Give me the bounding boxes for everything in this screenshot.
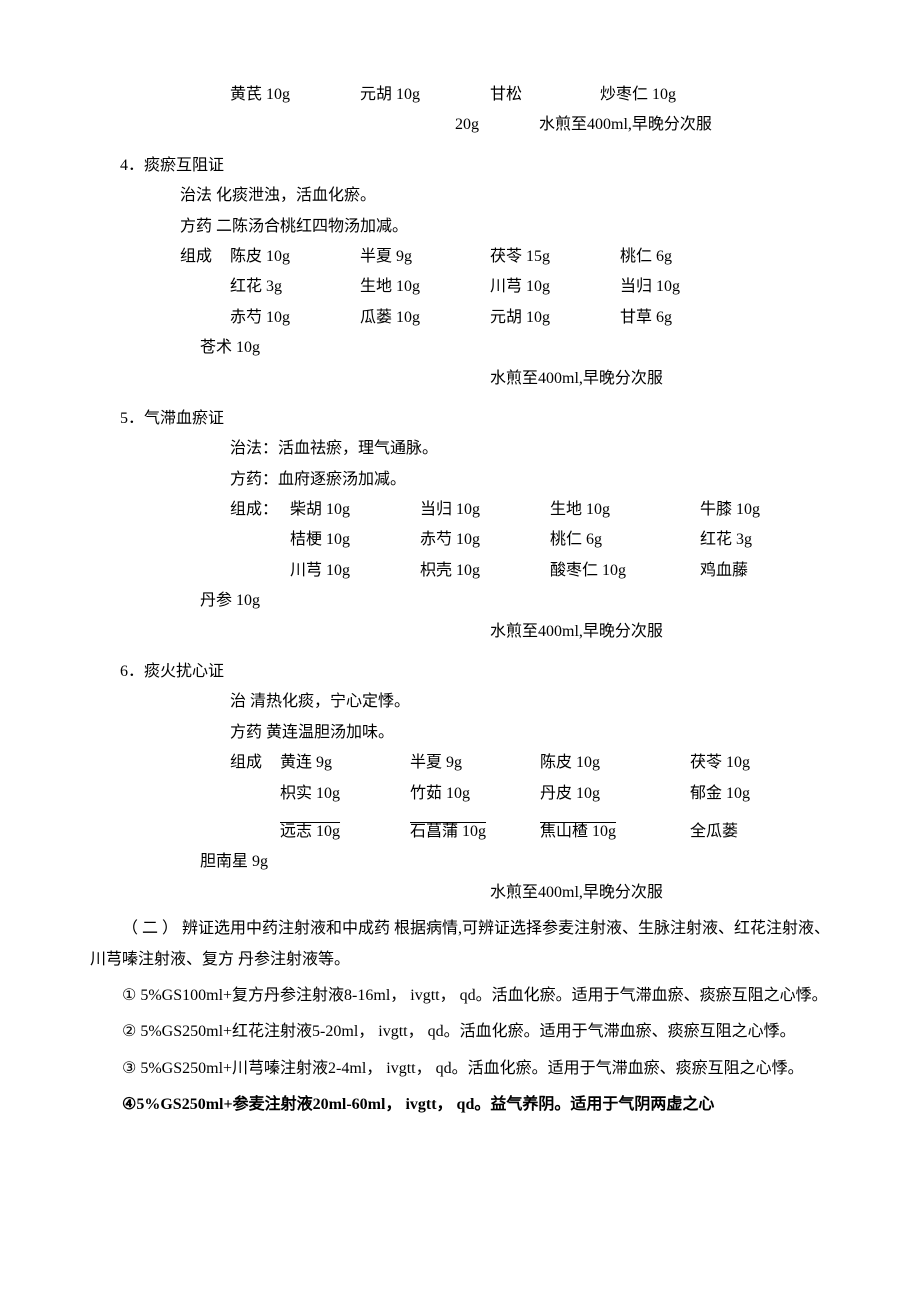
herb-cell: 元胡 10g: [360, 80, 490, 110]
herb-cell: 竹茹 10g: [410, 779, 540, 809]
treatment-method: 治法 化痰泄浊，活血化瘀。: [180, 181, 830, 211]
herb-row: 赤芍 10g 瓜蒌 10g 元胡 10g 甘草 6g: [230, 303, 750, 333]
herb-row: 远志 10g 石菖蒲 10g 焦山楂 10g 全瓜蒌: [280, 817, 820, 847]
paragraph: ④5%GS250ml+参麦注射液20ml-60ml， ivgtt， qd。益气养…: [90, 1090, 830, 1120]
herb-cell: 川芎 10g: [490, 272, 620, 302]
herb-cell: 石菖蒲 10g: [410, 817, 540, 847]
composition-label: 组成: [230, 748, 280, 847]
herb-cell: 半夏 9g: [360, 242, 490, 272]
decoction-note: 水煎至400ml,早晚分次服: [539, 110, 712, 140]
herb-cell: 桃仁 6g: [550, 525, 700, 555]
herb-cell: 当归 10g: [620, 272, 750, 302]
herb-cell: 牛膝 10g: [700, 495, 830, 525]
herb-cell: 苍术 10g: [200, 333, 830, 363]
herb-cell: 茯苓 15g: [490, 242, 620, 272]
herb-row: 陈皮 10g 半夏 9g 茯苓 15g 桃仁 6g: [230, 242, 750, 272]
herb-cell: 焦山楂 10g: [540, 817, 690, 847]
herb-cell: 枳壳 10g: [420, 556, 550, 586]
herb-cell: 丹参 10g: [200, 586, 830, 616]
prescription: 方药：血府逐瘀汤加减。: [230, 465, 830, 495]
decoction-note: 水煎至400ml,早晚分次服: [490, 617, 830, 647]
herb-cell: 炒枣仁 10g: [600, 80, 730, 110]
herb-row: 川芎 10g 枳壳 10g 酸枣仁 10g 鸡血藤: [290, 556, 830, 586]
herb-cell: 桃仁 6g: [620, 242, 750, 272]
herb-cell: 鸡血藤: [700, 556, 830, 586]
herb-cell: 甘松: [490, 80, 600, 110]
herb-cell: 当归 10g: [420, 495, 550, 525]
section-title-4: 4．痰瘀互阻证: [120, 151, 830, 181]
herb-cell: 红花 3g: [230, 272, 360, 302]
paragraph: ③ 5%GS250ml+川芎嗪注射液2-4ml， ivgtt， qd。活血化瘀。…: [90, 1054, 830, 1084]
herb-row: 黄连 9g 半夏 9g 陈皮 10g 茯苓 10g: [280, 748, 820, 778]
herb-cell: 黄连 9g: [280, 748, 410, 778]
herb-row: 桔梗 10g 赤芍 10g 桃仁 6g 红花 3g: [290, 525, 830, 555]
herb-cell: 陈皮 10g: [540, 748, 690, 778]
herb-cell: 赤芍 10g: [230, 303, 360, 333]
paragraph: （ 二 ） 辨证选用中药注射液和中成药 根据病情,可辨证选择参麦注射液、生脉注射…: [90, 914, 830, 975]
herb-cell: 瓜蒌 10g: [360, 303, 490, 333]
composition-label: 组成: [180, 242, 230, 333]
herb-cell: 生地 10g: [550, 495, 700, 525]
herb-cell: 陈皮 10g: [230, 242, 360, 272]
herb-cell: 半夏 9g: [410, 748, 540, 778]
herb-cell: 丹皮 10g: [540, 779, 690, 809]
herb-cell: 柴胡 10g: [290, 495, 420, 525]
herb-row: 黄芪 10g 元胡 10g 甘松 炒枣仁 10g: [230, 80, 830, 110]
herb-cell: 红花 3g: [700, 525, 830, 555]
paragraph: ① 5%GS100ml+复方丹参注射液8-16ml， ivgtt， qd。活血化…: [90, 981, 830, 1011]
herb-cell: 酸枣仁 10g: [550, 556, 700, 586]
herb-cell: 枳实 10g: [280, 779, 410, 809]
herb-cell: 远志 10g: [280, 817, 410, 847]
herb-cell: 全瓜蒌: [690, 817, 820, 847]
composition-label: 组成：: [230, 495, 290, 586]
section-title-6: 6．痰火扰心证: [120, 657, 830, 687]
prescription: 方药 黄连温胆汤加味。: [230, 718, 830, 748]
herb-row: 枳实 10g 竹茹 10g 丹皮 10g 郁金 10g: [280, 779, 820, 809]
prescription: 方药 二陈汤合桃红四物汤加减。: [180, 212, 830, 242]
herb-cell: 甘草 6g: [620, 303, 750, 333]
herb-cell: 胆南星 9g: [200, 847, 830, 877]
treatment-method: 治 清热化痰，宁心定悸。: [230, 687, 830, 717]
herb-cell: 黄芪 10g: [230, 80, 360, 110]
herb-row: 柴胡 10g 当归 10g 生地 10g 牛膝 10g: [290, 495, 830, 525]
herb-cell: 茯苓 10g: [690, 748, 820, 778]
herb-cell: 元胡 10g: [490, 303, 620, 333]
herb-cell: 桔梗 10g: [290, 525, 420, 555]
herb-cell: 川芎 10g: [290, 556, 420, 586]
decoction-note: 水煎至400ml,早晚分次服: [490, 364, 830, 394]
herb-row: 红花 3g 生地 10g 川芎 10g 当归 10g: [230, 272, 750, 302]
decoction-note: 水煎至400ml,早晚分次服: [490, 878, 830, 908]
herb-cell: 赤芍 10g: [420, 525, 550, 555]
herb-amount: 20g: [455, 110, 479, 140]
section-title-5: 5．气滞血瘀证: [120, 404, 830, 434]
herb-cell: 生地 10g: [360, 272, 490, 302]
paragraph: ② 5%GS250ml+红花注射液5-20ml， ivgtt， qd。活血化瘀。…: [90, 1017, 830, 1047]
herb-cell: 郁金 10g: [690, 779, 820, 809]
treatment-method: 治法：活血祛瘀，理气通脉。: [230, 434, 830, 464]
